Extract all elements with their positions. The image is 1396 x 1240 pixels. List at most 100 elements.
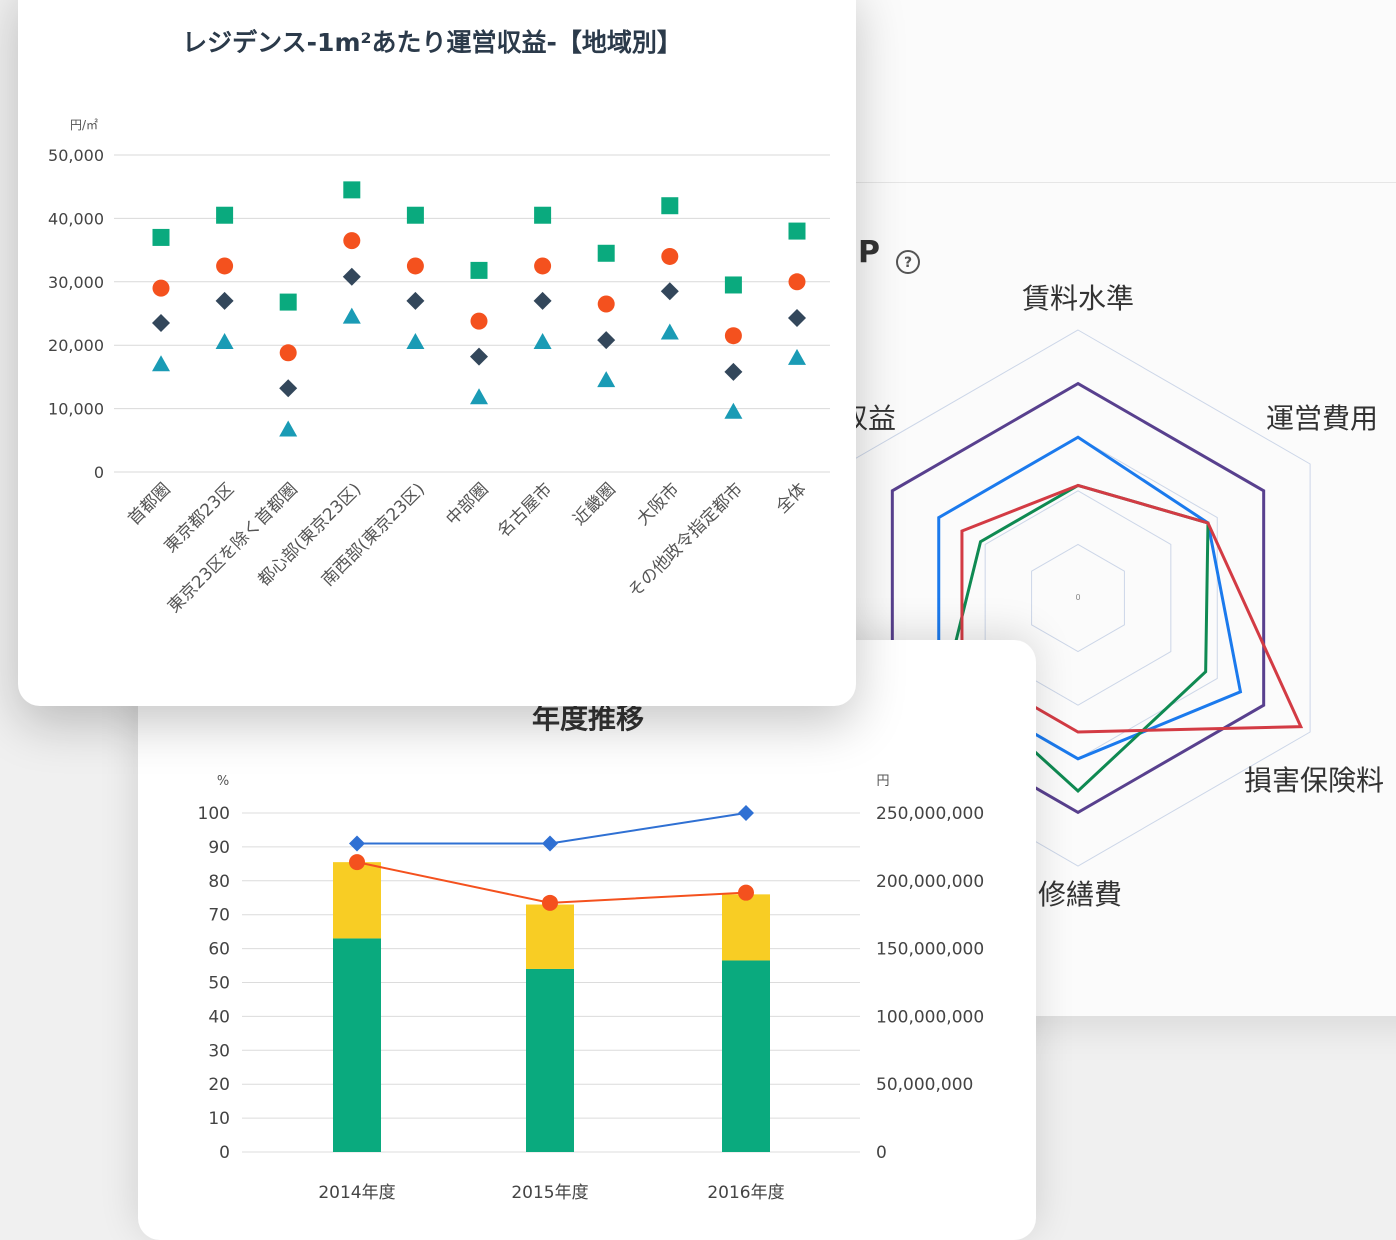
scatter-y-tick: 0	[94, 463, 104, 482]
scatter-point-square	[534, 206, 552, 224]
scatter-point-circle	[406, 257, 424, 275]
bar-segment-bottom	[333, 938, 381, 1152]
bar-left-tick: 0	[219, 1143, 230, 1163]
scatter-point-triangle	[597, 371, 616, 388]
bar-left-tick: 20	[208, 1075, 230, 1095]
scatter-point-diamond	[470, 347, 488, 366]
scatter-point-triangle	[788, 348, 806, 365]
scatter-point-circle	[216, 257, 234, 275]
radar-center-mark: 0	[1075, 593, 1080, 602]
bar-right-tick: 200,000,000	[876, 872, 984, 892]
bar-segment-top	[333, 862, 381, 939]
scatter-point-circle	[279, 344, 297, 362]
bar-right-tick: 0	[876, 1143, 887, 1163]
bar-segment-top	[722, 894, 770, 961]
scatter-point-square	[661, 197, 679, 215]
scatter-point-diamond	[215, 291, 234, 310]
radar-grid-ring	[1031, 543, 1125, 653]
bar-right-tick: 250,000,000	[876, 804, 984, 824]
bar-lines	[349, 805, 754, 911]
scatter-point-diamond	[724, 362, 743, 381]
yearly-chart-card: 年度推移 % 円 0 10 20 30 40 50 60 70 80 90 100 0 50,000,0…	[138, 640, 1036, 1240]
bar-left-tick: 10	[208, 1109, 230, 1129]
scatter-point-square	[152, 228, 170, 246]
scatter-point-diamond	[788, 308, 806, 327]
scatter-chart: レジデンス-1m²あたり運営収益-【地域別】 円/㎡ 0 10,000 20,000…	[48, 28, 830, 617]
scatter-x-label: 全体	[772, 479, 810, 517]
bar-right-tick: 150,000,000	[876, 940, 984, 960]
scatter-point-diamond	[406, 291, 425, 310]
bar-left-tick: 80	[208, 872, 230, 892]
bar-segment-top	[526, 904, 574, 969]
scatter-point-diamond	[342, 267, 361, 286]
scatter-point-circle	[788, 273, 806, 291]
radar-title-fragment: P	[858, 235, 880, 270]
scatter-point-triangle	[406, 333, 425, 350]
scatter-x-labels: 首都圏東京都23区東京23区を除く首都圏都心部(東京23区)南西部(東京23区)…	[124, 479, 810, 617]
yearly-chart-title: 年度推移	[532, 702, 644, 735]
scatter-point-square	[216, 206, 234, 224]
scatter-point-circle	[152, 279, 170, 297]
scatter-point-square	[470, 261, 488, 279]
line-orange-point	[542, 894, 558, 911]
scatter-x-label: その他政令指定都市	[625, 479, 747, 601]
scatter-y-tick: 10,000	[48, 400, 104, 419]
scatter-point-square	[597, 244, 615, 262]
bar-segment-bottom	[722, 960, 770, 1152]
scatter-point-circle	[343, 232, 361, 250]
right-axis-unit: 円	[876, 774, 889, 789]
scatter-point-diamond	[597, 331, 616, 350]
bar-right-tick: 100,000,000	[876, 1007, 984, 1027]
bar-left-tick: 50	[208, 974, 230, 994]
svg-text:?: ?	[904, 255, 912, 271]
yearly-chart: 年度推移 % 円 0 10 20 30 40 50 60 70 80 90 100 0 50,000,0…	[198, 702, 985, 1203]
radar-series	[890, 381, 1304, 815]
scatter-point-diamond	[533, 291, 552, 310]
line-orange-point	[349, 854, 365, 871]
line-blue-point	[349, 835, 365, 852]
bar-bars	[333, 862, 770, 1152]
bar-right-tick: 50,000,000	[876, 1075, 973, 1095]
radar-axis-label: 運営費用	[1266, 402, 1378, 435]
scatter-point-triangle	[533, 333, 552, 350]
scatter-point-triangle	[660, 323, 679, 340]
scatter-y-tick: 40,000	[48, 209, 104, 228]
scatter-point-circle	[597, 295, 615, 313]
line-orange-point	[738, 884, 754, 901]
scatter-point-triangle	[724, 402, 743, 419]
left-axis-unit: %	[217, 774, 229, 789]
scatter-point-square	[406, 206, 424, 224]
scatter-x-label: 大阪市	[633, 479, 683, 529]
scatter-x-label: 近畿圏	[570, 479, 620, 529]
scatter-point-triangle	[470, 388, 488, 405]
scatter-y-tick: 30,000	[48, 273, 104, 292]
scatter-point-triangle	[279, 420, 298, 437]
radar-axis-label: 賃料水準	[1022, 282, 1134, 315]
help-icon[interactable]: ?	[896, 250, 920, 274]
bar-left-tick: 30	[208, 1041, 230, 1061]
scatter-point-diamond	[152, 314, 170, 333]
scatter-x-label: 名古屋市	[494, 479, 556, 541]
bar-left-tick: 70	[208, 906, 230, 926]
scatter-point-circle	[661, 247, 679, 265]
divider	[720, 182, 1396, 183]
line-blue-point	[542, 835, 558, 852]
scatter-title: レジデンス-1m²あたり運営収益-【地域別】	[182, 28, 682, 57]
bar-left-tick: 60	[208, 940, 230, 960]
radar-grid-ring	[984, 490, 1172, 706]
scatter-y-tick: 20,000	[48, 336, 104, 355]
bar-grid: 0 10 20 30 40 50 60 70 80 90 100 0 50,000,000 100,000…	[198, 804, 985, 1163]
scatter-point-circle	[470, 312, 488, 330]
line-blue-point	[738, 805, 754, 821]
scatter-point-triangle	[152, 355, 170, 372]
scatter-y-tick: 50,000	[48, 146, 104, 165]
scatter-point-triangle	[342, 307, 361, 324]
scatter-x-label: 中部圏	[442, 479, 492, 529]
radar-axis-label: 損害保険料	[1244, 764, 1384, 797]
bar-x-label: 2015年度	[511, 1183, 588, 1203]
bar-x-labels: 2014年度 2015年度 2016年度	[318, 1183, 784, 1203]
scatter-x-label: 首都圏	[124, 479, 174, 529]
scatter-point-square	[279, 293, 297, 311]
